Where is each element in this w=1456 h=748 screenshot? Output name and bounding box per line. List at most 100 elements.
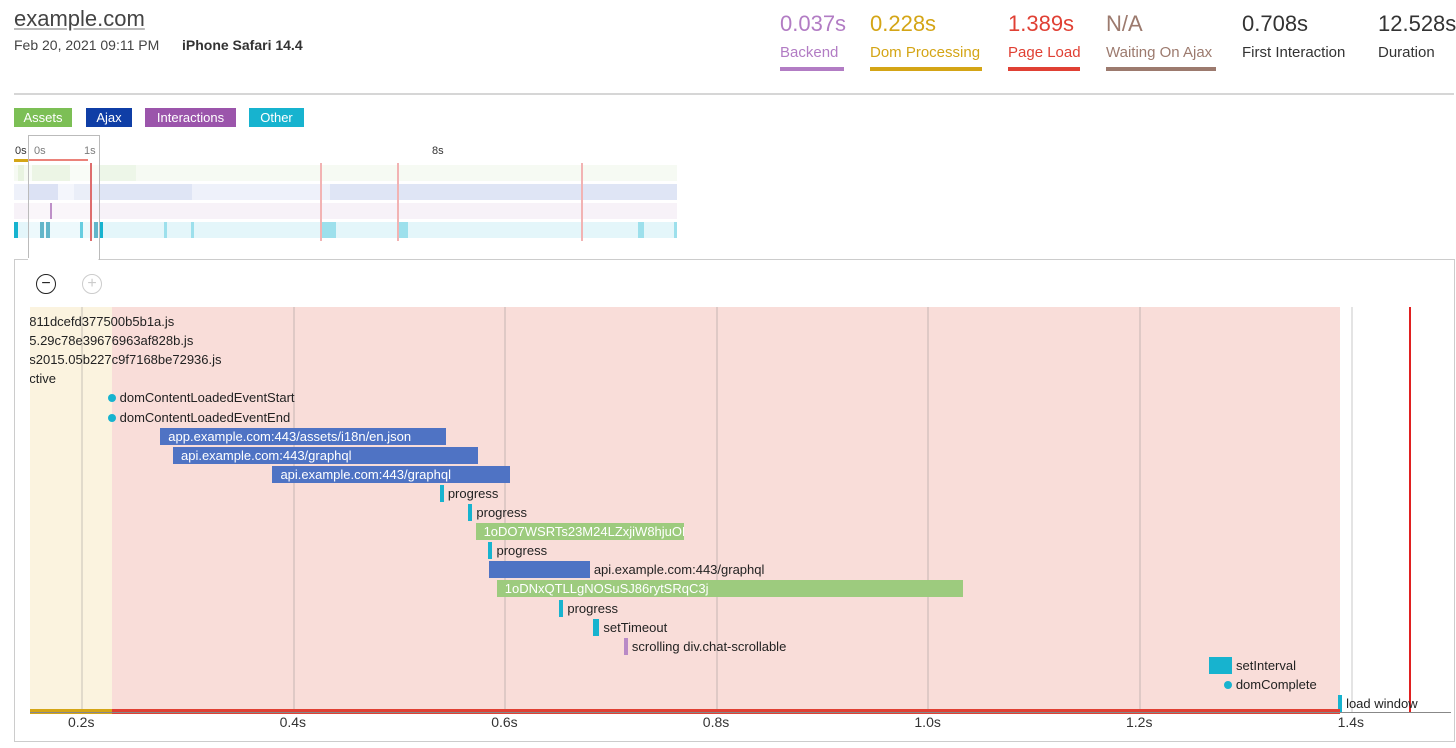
metric-underline: [1106, 67, 1216, 71]
event-label: active: [30, 371, 56, 387]
timeline-row[interactable]: load window: [30, 695, 1451, 712]
event-label: 15.29c78e39676963af828b.js: [30, 333, 194, 349]
overview-marker-line: [397, 163, 399, 241]
axis-tick-label: 0.6s: [491, 714, 518, 730]
timeline-row[interactable]: progress: [30, 484, 1451, 502]
timeline-axis-strip: [30, 709, 1451, 714]
overview-block: [330, 184, 677, 200]
header-divider: [14, 93, 1454, 95]
timeline-row[interactable]: 1oDNxQTLLgNOSuSJ86rytSRqC3j: [30, 580, 1451, 598]
page-load-region: [111, 307, 1340, 712]
timeline-row[interactable]: es2015.05b227c9f7168be72936.js: [30, 351, 1451, 368]
event-label: es2015.05b227c9f7168be72936.js: [30, 352, 222, 368]
session-date: Feb 20, 2021 09:11 PM: [14, 37, 160, 53]
timeline-row[interactable]: setTimeout: [30, 618, 1451, 636]
timeline-row[interactable]: progress: [30, 542, 1451, 560]
metric-value: 0.708s: [1242, 11, 1309, 36]
timeline-row[interactable]: setInterval: [30, 656, 1451, 674]
overview-block: [32, 165, 70, 181]
overview-lane-other: [14, 222, 677, 238]
zoom-out-icon[interactable]: −: [36, 274, 56, 294]
metric-first-interaction: 0.708s First Interaction: [1242, 10, 1345, 63]
overview-block: [46, 222, 50, 238]
overview-block: [100, 222, 103, 238]
event-bar-other: [1337, 695, 1343, 712]
metric-underline: [1008, 67, 1080, 71]
timeline-row[interactable]: domComplete: [30, 676, 1451, 693]
event-bar-other: [1208, 656, 1233, 674]
metric-value: N/A: [1106, 11, 1143, 36]
metric-label: First Interaction: [1242, 44, 1346, 61]
metric-underline: [780, 67, 844, 71]
overview-lane-ajax: [14, 184, 677, 200]
overview-marker-line: [320, 163, 322, 241]
metric-value: 1.389s: [1008, 11, 1075, 36]
event-bar-ajax: [489, 561, 590, 579]
timeline-row[interactable]: progress: [30, 599, 1451, 617]
overview-dom-marker: [14, 159, 28, 162]
axis-baseline: [30, 712, 1451, 713]
overview-selection-window[interactable]: [28, 135, 100, 260]
event-bar-ajax: [172, 446, 478, 464]
event-bar-assets: [475, 523, 684, 541]
event-label: scrolling div.chat-scrollable: [631, 638, 787, 654]
overview-tick: 0s: [15, 145, 27, 157]
zoom-in-icon[interactable]: +: [82, 274, 102, 294]
event-label: progress: [567, 600, 618, 616]
timeline-row[interactable]: api.example.com:443/graphql: [30, 446, 1451, 464]
grid-line: [81, 307, 83, 712]
legend-interactions[interactable]: Interactions: [145, 108, 236, 127]
overview-lane-assets: [14, 165, 677, 181]
event-marker-dot: [1223, 680, 1232, 689]
event-label: setInterval: [1236, 657, 1297, 673]
overview-tick: 1s: [84, 145, 96, 157]
metric-value: 0.037s: [780, 11, 847, 36]
event-marker-dot: [107, 413, 116, 422]
selection-window-join: [28, 258, 98, 261]
overview-load-marker: [28, 159, 88, 161]
timeline-detail-panel: [14, 259, 1455, 742]
metric-duration: 12.528s Duration: [1378, 10, 1456, 63]
metric-dom-processing: 0.228s Dom Processing: [870, 10, 982, 71]
overview-block: [50, 203, 52, 219]
metric-underline: [870, 67, 982, 71]
overview-block: [638, 222, 644, 238]
timeline-row[interactable]: domContentLoadedEventEnd: [30, 409, 1451, 426]
timeline-row[interactable]: 0811dcefd377500b5b1a.js: [30, 313, 1451, 330]
timeline-row[interactable]: app.example.com:443/assets/i18n/en.json: [30, 427, 1451, 445]
timeline-row[interactable]: api.example.com:443/graphql: [30, 465, 1451, 483]
timeline-overview[interactable]: 0s 0s 1s 8s: [14, 145, 679, 245]
timeline-row[interactable]: 1oDO7WSRTs23M24LZxjiW8hjuOL: [30, 523, 1451, 541]
metric-value: 0.228s: [870, 11, 937, 36]
timeline-row[interactable]: progress: [30, 504, 1451, 521]
timeline-row[interactable]: domContentLoadedEventStart: [30, 389, 1451, 406]
overview-block: [398, 222, 408, 238]
event-bar-ajax: [272, 465, 511, 483]
event-label: api.example.com:443/graphql: [280, 466, 451, 482]
timeline-row[interactable]: active: [30, 370, 1451, 387]
timeline-row[interactable]: 15.29c78e39676963af828b.js: [30, 332, 1451, 349]
grid-line: [927, 307, 930, 712]
legend-ajax[interactable]: Ajax: [86, 108, 132, 127]
timeline-row[interactable]: api.example.com:443/graphql: [30, 561, 1451, 579]
event-label: progress: [447, 485, 499, 501]
overview-lane-interactions: [14, 203, 677, 219]
event-bar-other: [593, 618, 600, 636]
overview-marker-line: [581, 163, 583, 241]
overview-block: [28, 184, 58, 200]
legend-other[interactable]: Other: [249, 108, 304, 127]
axis-load-segment: [111, 709, 1340, 714]
overview-block: [80, 222, 83, 238]
legend-assets[interactable]: Assets: [14, 108, 72, 127]
event-bar-other: [488, 542, 493, 560]
overview-tick: 0s: [34, 145, 46, 157]
event-bar-assets: [496, 580, 964, 598]
grid-line: [715, 307, 718, 712]
grid-line: [1350, 307, 1353, 712]
overview-block: [18, 165, 24, 181]
timeline-row[interactable]: scrolling div.chat-scrollable: [30, 637, 1451, 655]
dom-processing-region: [30, 307, 112, 712]
event-bar-ajax: [160, 427, 446, 445]
event-label: setTimeout: [603, 619, 668, 635]
site-title[interactable]: example.com: [14, 6, 145, 31]
